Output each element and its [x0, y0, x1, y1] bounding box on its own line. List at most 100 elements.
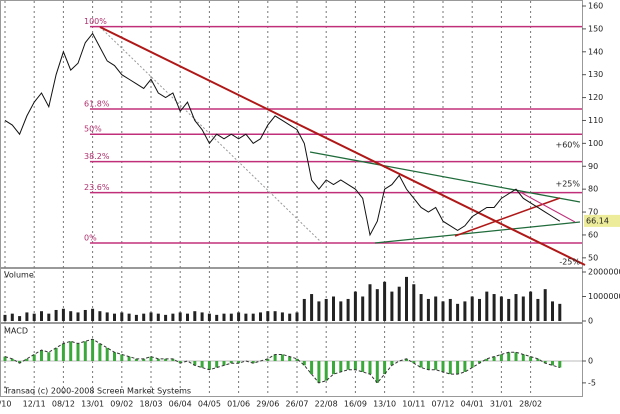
- bar: [551, 301, 554, 321]
- annotation: +60%: [556, 140, 581, 149]
- bar: [149, 356, 153, 361]
- bar: [47, 352, 51, 361]
- bar: [419, 294, 423, 321]
- bar: [448, 298, 452, 321]
- bar: [200, 361, 204, 368]
- bar: [434, 296, 438, 321]
- bar: [61, 343, 65, 361]
- bar: [310, 361, 314, 375]
- bar: [302, 298, 306, 321]
- bar: [193, 311, 197, 321]
- bar: [91, 339, 95, 361]
- bar: [237, 312, 241, 321]
- bar: [237, 361, 241, 364]
- bar: [113, 313, 116, 321]
- y-tick-label: 60: [588, 230, 598, 239]
- bar: [478, 361, 481, 364]
- bar: [105, 347, 109, 361]
- fib-label: 38.2%: [84, 152, 110, 161]
- bar: [69, 311, 73, 321]
- bar: [76, 312, 80, 321]
- bar: [295, 358, 299, 361]
- y-tick-label: 70: [588, 208, 598, 217]
- bar: [441, 301, 445, 321]
- bar: [317, 301, 321, 321]
- bar: [558, 303, 562, 321]
- x-tick-label: 28/02: [519, 400, 542, 409]
- bar: [164, 314, 168, 321]
- x-tick-label: 04/05: [198, 400, 221, 409]
- triangle-upper: [309, 151, 581, 203]
- bar: [551, 361, 554, 366]
- bar: [295, 312, 299, 321]
- bar: [478, 298, 481, 321]
- bar: [215, 314, 219, 321]
- x-tick-label: 10/11: [402, 400, 425, 409]
- x-tick-label: 16/09: [344, 400, 367, 409]
- bar: [10, 358, 14, 361]
- bar: [251, 361, 255, 364]
- bar: [529, 356, 533, 361]
- bar: [83, 309, 87, 321]
- y-tick-label: 2000000: [588, 268, 620, 277]
- bar: [222, 361, 226, 366]
- bar: [499, 296, 503, 321]
- y-tick-label: 150: [588, 24, 603, 33]
- bar: [54, 347, 58, 361]
- bar: [383, 281, 387, 321]
- last-price: 66.14: [586, 216, 609, 225]
- bar: [113, 352, 116, 361]
- bar: [273, 311, 277, 321]
- bar: [485, 291, 489, 321]
- bar: [339, 301, 343, 321]
- bar: [105, 312, 109, 321]
- bar: [215, 361, 219, 368]
- bar: [375, 289, 379, 321]
- bar: [492, 294, 496, 321]
- bar: [266, 311, 270, 321]
- bar: [25, 358, 29, 361]
- bar: [543, 289, 547, 321]
- bar: [529, 291, 533, 321]
- bar: [536, 298, 540, 321]
- bar: [259, 312, 262, 321]
- bar: [164, 358, 168, 361]
- macd-line: [4, 338, 560, 384]
- bar: [156, 358, 160, 361]
- bar: [98, 311, 102, 321]
- y-tick-label: 80: [588, 185, 598, 194]
- fib-label: 0%: [84, 233, 97, 242]
- bar: [324, 298, 328, 321]
- bar: [171, 313, 175, 321]
- bar: [200, 312, 204, 321]
- x-tick-label: 22/08: [315, 400, 338, 409]
- y-tick-label: 100: [588, 139, 603, 148]
- y-tick-label: 0: [588, 357, 593, 366]
- bar: [61, 308, 65, 321]
- bar: [229, 361, 233, 364]
- y-tick-label: 110: [588, 116, 603, 125]
- bar: [332, 361, 335, 375]
- bar: [470, 296, 474, 321]
- bar: [521, 296, 525, 321]
- bar: [3, 356, 7, 361]
- bar: [310, 294, 314, 321]
- bar: [40, 350, 43, 361]
- triangle-lower: [374, 221, 581, 244]
- bar: [456, 361, 460, 375]
- bar: [543, 361, 547, 364]
- bar: [288, 356, 292, 361]
- x-tick-label: /10: [0, 400, 11, 409]
- bar: [383, 361, 387, 375]
- panel-title: Volume: [4, 271, 34, 280]
- bar: [317, 361, 321, 383]
- bar: [361, 296, 365, 321]
- bar: [375, 361, 379, 383]
- bar: [83, 341, 87, 361]
- bar: [412, 284, 416, 321]
- y-tick-label: 130: [588, 70, 603, 79]
- bar: [507, 352, 511, 361]
- bar: [332, 296, 335, 321]
- bar: [288, 313, 292, 321]
